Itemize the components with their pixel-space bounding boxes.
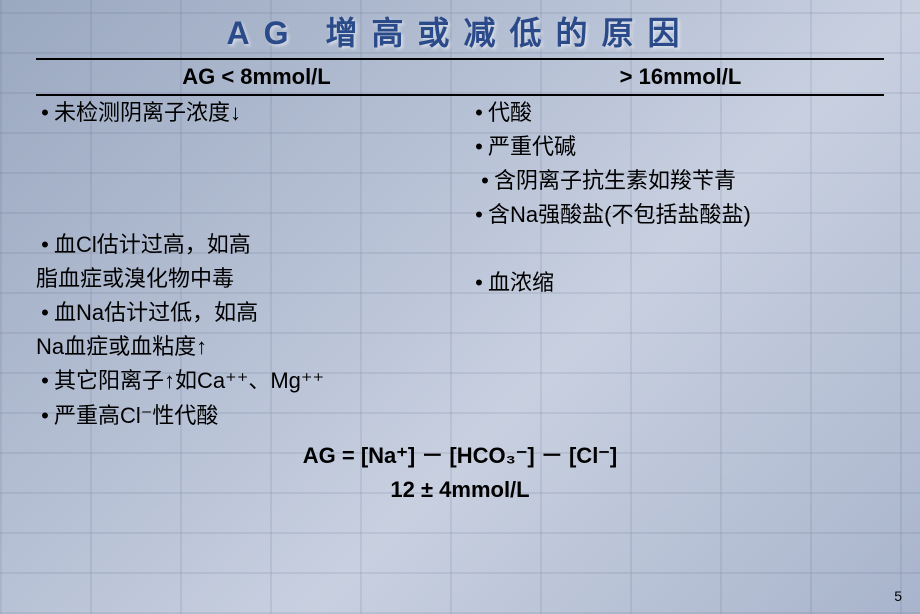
bullet-icon: •	[36, 399, 54, 433]
header-right: > 16mmol/L	[477, 64, 884, 90]
list-text: 严重高Cl⁻性代酸	[54, 399, 460, 433]
formula-line2: 12 ± 4mmol/L	[36, 473, 884, 507]
slide-title: AG 增高或减低的原因	[36, 8, 884, 54]
list-item: • 含阴离子抗生素如羧苄青	[470, 164, 884, 198]
list-text: 血Na估计过低，如高	[54, 296, 460, 330]
bullet-icon: •	[476, 164, 494, 198]
list-item: • 未检测阴离子浓度↓	[36, 96, 460, 130]
left-column: • 未检测阴离子浓度↓ • 血Cl估计过高，如高 脂血症或溴化物中毒 • 血Na…	[36, 96, 460, 433]
bullet-icon: •	[470, 130, 488, 164]
list-text: 其它阳离子↑如Ca⁺⁺、Mg⁺⁺	[54, 364, 460, 398]
list-item: • 含Na强酸盐(不包括盐酸盐)	[470, 198, 884, 232]
list-text-wrap: Na血症或血粘度↑	[36, 330, 460, 364]
slide: AG 增高或减低的原因 AG < 8mmol/L > 16mmol/L • 未检…	[0, 0, 920, 614]
bullet-icon: •	[36, 364, 54, 398]
list-item: • 血浓缩	[470, 266, 884, 300]
list-item: • 其它阳离子↑如Ca⁺⁺、Mg⁺⁺	[36, 364, 460, 398]
bullet-icon: •	[470, 96, 488, 130]
bullet-icon: •	[470, 198, 488, 232]
formula-line1: AG = [Na⁺] － [HCO₃⁻] － [Cl⁻]	[36, 439, 884, 473]
list-text: 严重代碱	[488, 130, 884, 164]
header-left: AG < 8mmol/L	[36, 64, 477, 90]
right-column: • 代酸 • 严重代碱 • 含阴离子抗生素如羧苄青 • 含Na强酸盐(不包括盐酸…	[460, 96, 884, 433]
table-header-row: AG < 8mmol/L > 16mmol/L	[36, 60, 884, 92]
bullet-icon: •	[36, 296, 54, 330]
list-item: • 严重高Cl⁻性代酸	[36, 399, 460, 433]
slide-body: • 未检测阴离子浓度↓ • 血Cl估计过高，如高 脂血症或溴化物中毒 • 血Na…	[36, 96, 884, 433]
list-item: • 血Cl估计过高，如高	[36, 228, 460, 262]
list-text: 代酸	[488, 96, 884, 130]
list-text: 血Cl估计过高，如高	[54, 228, 460, 262]
list-text: 含阴离子抗生素如羧苄青	[494, 164, 884, 198]
list-item: • 严重代碱	[470, 130, 884, 164]
formula-block: AG = [Na⁺] － [HCO₃⁻] － [Cl⁻] 12 ± 4mmol/…	[36, 439, 884, 507]
list-text-wrap: 脂血症或溴化物中毒	[36, 262, 460, 296]
bullet-icon: •	[36, 96, 54, 130]
bullet-icon: •	[36, 228, 54, 262]
list-text: 未检测阴离子浓度↓	[54, 96, 460, 130]
list-text: 血浓缩	[488, 266, 884, 300]
list-text: 含Na强酸盐(不包括盐酸盐)	[488, 198, 884, 232]
page-number: 5	[894, 588, 902, 604]
bullet-icon: •	[470, 266, 488, 300]
list-item: • 代酸	[470, 96, 884, 130]
list-item: • 血Na估计过低，如高	[36, 296, 460, 330]
